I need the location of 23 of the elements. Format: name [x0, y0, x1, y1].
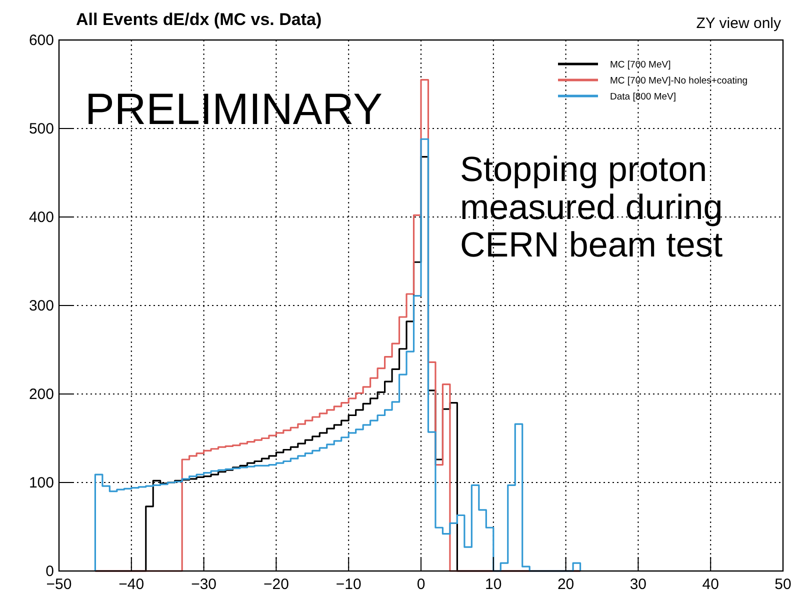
- annotation: PRELIMINARY: [85, 85, 382, 134]
- x-tick-label: −40: [118, 576, 144, 593]
- legend-label: Data [800 MeV]: [610, 92, 676, 102]
- y-tick-label: 600: [28, 32, 54, 49]
- y-tick-label: 300: [28, 298, 54, 314]
- y-tick-label: 200: [28, 386, 54, 403]
- y-tick-label: 400: [28, 209, 54, 226]
- x-tick-label: −30: [191, 576, 217, 593]
- y-tick-label: 100: [28, 474, 54, 492]
- annotation: Stopping proton measured during CERN beam test: [460, 150, 723, 265]
- x-tick-label: 20: [557, 576, 574, 593]
- y-tick-label: 500: [28, 120, 54, 138]
- legend-label: MC [700 MeV]: [610, 60, 671, 70]
- x-tick-label: 30: [630, 576, 647, 593]
- x-tick-label: 40: [702, 576, 719, 593]
- x-tick-label: 0: [416, 576, 426, 593]
- x-tick-label: 50: [774, 576, 792, 593]
- x-tick-label: −20: [263, 576, 289, 593]
- chart-title: All Events dE/dx (MC vs. Data): [76, 10, 322, 29]
- x-tick-label: 10: [485, 576, 502, 593]
- text: ZY view only: [696, 15, 782, 32]
- x-tick-label: −10: [336, 576, 362, 593]
- legend-label: MC [700 MeV]-No holes+coating: [610, 76, 748, 86]
